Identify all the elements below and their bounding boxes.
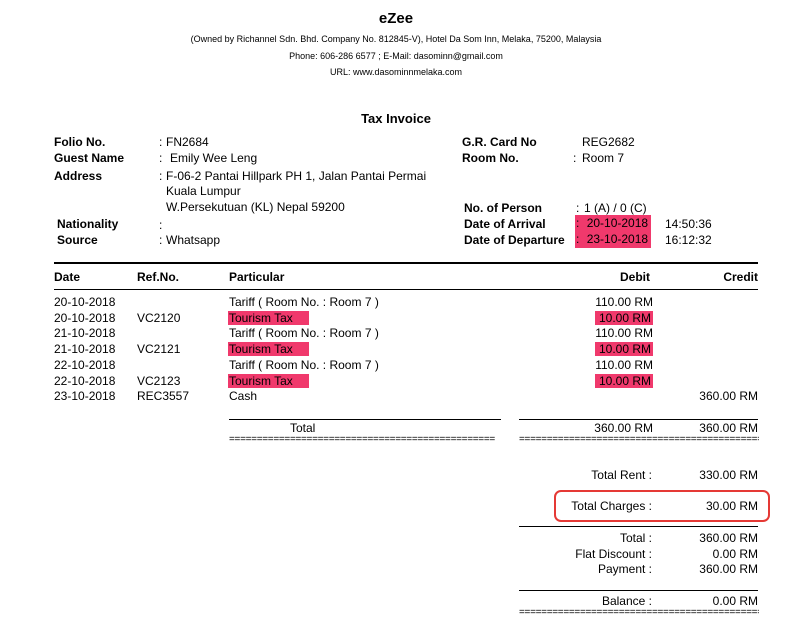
table-top-rule <box>54 262 758 264</box>
row-date: 22-10-2018 <box>54 374 116 388</box>
row-ref: VC2123 <box>137 374 181 388</box>
row-particular: Cash <box>229 389 258 403</box>
departure-date-highlight: : 23-10-2018 <box>575 231 651 248</box>
table-total-label: Total <box>290 421 316 435</box>
persons-colon: : <box>576 201 580 215</box>
nationality-label: Nationality <box>57 217 119 231</box>
total-rule-left <box>229 419 501 420</box>
row-particular: Tourism Tax <box>228 342 309 356</box>
contact-line: Phone: 606-286 6577 ; E-Mail: dasominn@g… <box>289 51 503 61</box>
arrival-date-highlight: : 20-10-2018 <box>575 215 651 232</box>
table-total-credit: 360.00 RM <box>699 421 758 435</box>
row-debit: 110.00 RM <box>595 295 653 309</box>
row-particular: Tariff ( Room No. : Room 7 ) <box>229 358 379 372</box>
double-rule-bottom: ========================================… <box>519 607 759 618</box>
col-particular: Particular <box>229 270 285 284</box>
col-date: Date <box>54 270 81 284</box>
source-colon: : <box>159 233 163 247</box>
payment-value: 360.00 RM <box>699 562 758 576</box>
table-total-debit: 360.00 RM <box>594 421 653 435</box>
hotel-name: eZee <box>378 10 414 27</box>
address-line-2: Kuala Lumpur <box>166 184 241 198</box>
arrival-label: Date of Arrival <box>464 217 546 231</box>
row-debit: 10.00 RM <box>595 342 653 356</box>
total-charges-value: 30.00 RM <box>705 499 758 513</box>
double-rule-left: ========================================… <box>229 434 495 445</box>
balance-value: 0.00 RM <box>712 594 758 608</box>
folio-label: Folio No. <box>54 135 106 149</box>
grcard-value: REG2682 <box>582 135 635 149</box>
departure-label: Date of Departure <box>464 233 565 247</box>
address-line-3: W.Persekutuan (KL) Nepal 59200 <box>166 200 345 214</box>
row-date: 20-10-2018 <box>54 295 116 309</box>
row-particular: Tariff ( Room No. : Room 7 ) <box>229 295 379 309</box>
col-debit: Debit <box>620 270 650 284</box>
guest-name-colon: : <box>159 151 163 165</box>
total-charges-callout <box>554 490 770 522</box>
persons-value: 1 (A) / 0 (C) <box>584 201 647 215</box>
document-title: Tax Invoice <box>361 111 431 126</box>
departure-date: 23-10-2018 <box>586 232 649 246</box>
total-rule-right <box>519 419 758 420</box>
row-particular: Tariff ( Room No. : Room 7 ) <box>229 326 379 340</box>
address-label: Address <box>54 169 103 183</box>
row-debit: 110.00 RM <box>595 326 653 340</box>
balance-label: Balance : <box>601 594 652 608</box>
balance-rule <box>519 590 758 591</box>
row-particular: Tourism Tax <box>228 311 309 325</box>
folio-value: FN2684 <box>166 135 209 149</box>
row-ref: VC2121 <box>137 342 181 356</box>
row-particular: Tourism Tax <box>228 374 309 388</box>
row-ref: VC2120 <box>137 311 181 325</box>
row-date: 21-10-2018 <box>54 326 116 340</box>
summary-rule <box>519 526 758 527</box>
arrival-date: 20-10-2018 <box>586 216 649 230</box>
row-date: 20-10-2018 <box>54 311 116 325</box>
arrival-time: 14:50:36 <box>665 217 712 231</box>
flat-discount-label: Flat Discount : <box>575 547 652 561</box>
row-debit: 10.00 RM <box>595 374 653 388</box>
flat-discount-value: 0.00 RM <box>712 547 758 561</box>
summary-total-label: Total : <box>619 531 652 545</box>
source-label: Source <box>57 233 98 247</box>
total-charges-label: Total Charges : <box>571 499 652 513</box>
url-line: URL: www.dasominnmelaka.com <box>329 67 463 77</box>
owner-line: (Owned by Richannel Sdn. Bhd. Company No… <box>190 34 602 44</box>
total-rent-value: 330.00 RM <box>699 468 758 482</box>
departure-time: 16:12:32 <box>665 233 712 247</box>
table-header-rule <box>54 289 758 290</box>
row-credit: 360.00 RM <box>699 389 758 403</box>
guest-name-label: Guest Name <box>54 151 125 165</box>
summary-total-value: 360.00 RM <box>699 531 758 545</box>
grcard-label: G.R. Card No <box>462 135 537 149</box>
folio-colon: : <box>159 135 163 149</box>
source-value: Whatsapp <box>166 233 221 247</box>
row-debit: 10.00 RM <box>595 311 653 325</box>
double-rule-right: ========================================… <box>519 434 759 445</box>
room-value: Room 7 <box>582 151 625 165</box>
persons-label: No. of Person <box>464 201 543 215</box>
address-colon: : <box>159 169 163 183</box>
row-date: 22-10-2018 <box>54 358 116 372</box>
row-date: 21-10-2018 <box>54 342 116 356</box>
row-ref: REC3557 <box>137 389 190 403</box>
room-label: Room No. <box>462 151 519 165</box>
col-credit: Credit <box>723 270 758 284</box>
guest-name-value: Emily Wee Leng <box>170 151 258 165</box>
row-date: 23-10-2018 <box>54 389 116 403</box>
nationality-colon: : <box>159 218 163 232</box>
total-rent-label: Total Rent : <box>591 468 652 482</box>
col-ref: Ref.No. <box>137 270 179 284</box>
address-line-1: F-06-2 Pantai Hillpark PH 1, Jalan Panta… <box>166 169 427 183</box>
room-colon: : <box>573 151 577 165</box>
row-debit: 110.00 RM <box>595 358 653 372</box>
payment-label: Payment : <box>597 562 652 576</box>
